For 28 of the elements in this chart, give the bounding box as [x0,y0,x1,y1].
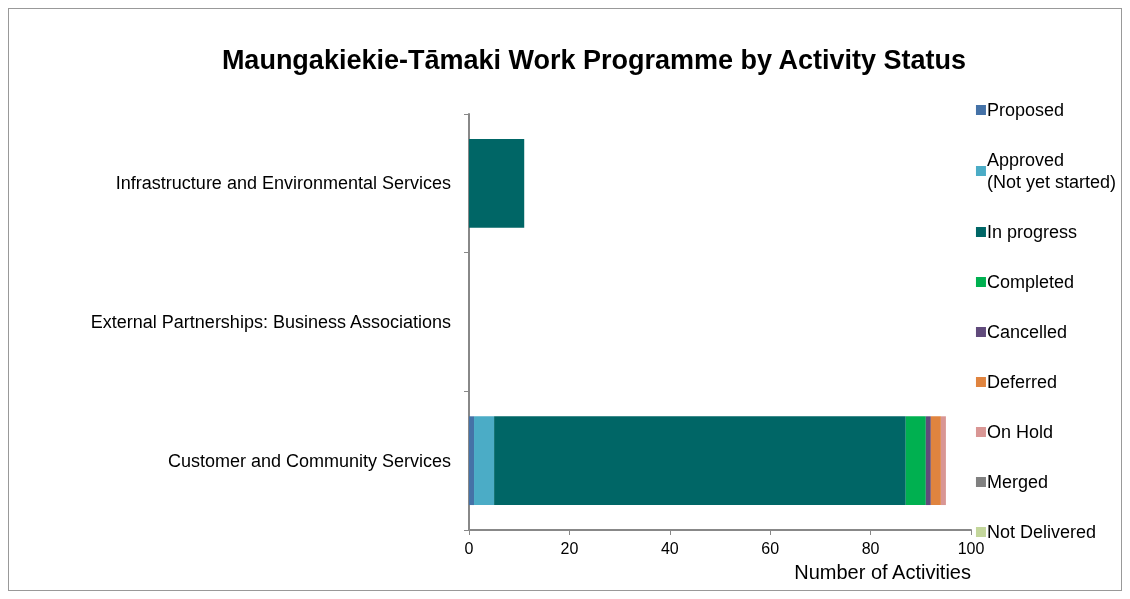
bar [494,416,906,506]
x-tick-label: 20 [560,539,579,557]
bar [469,138,525,228]
bar [940,416,946,506]
legend-label: Deferred [986,372,1057,392]
bar [469,416,475,506]
bar [905,416,926,506]
legend-label: In progress [986,222,1078,242]
x-axis-title: Number of Activities [794,561,971,583]
x-tick-label: 100 [957,539,985,557]
legend-label: Completed [986,272,1075,292]
x-tick-label: 80 [861,539,880,557]
chart-title: Maungakiekie-Tāmaki Work Programme by Activity Status [221,44,967,75]
legend-label: Cancelled [986,322,1068,342]
bar [925,416,931,506]
y-tick-label: Infrastructure and Environmental Services [115,173,451,194]
legend-label: On Hold [986,422,1054,442]
x-tick-label: 40 [660,539,679,557]
legend-label: Not Delivered [986,522,1097,542]
bar [474,416,495,506]
legend-label: Merged [986,472,1048,492]
y-tick-label: External Partnerships: Business Associations [90,312,451,332]
legend-label: Approved (Not yet started) [986,150,1117,192]
legend-label: Proposed [986,100,1065,120]
x-tick-label: 60 [761,539,780,557]
x-tick-label: 0 [464,539,474,557]
bar [930,416,941,506]
y-tick-label: Customer and Community Services [167,450,451,471]
